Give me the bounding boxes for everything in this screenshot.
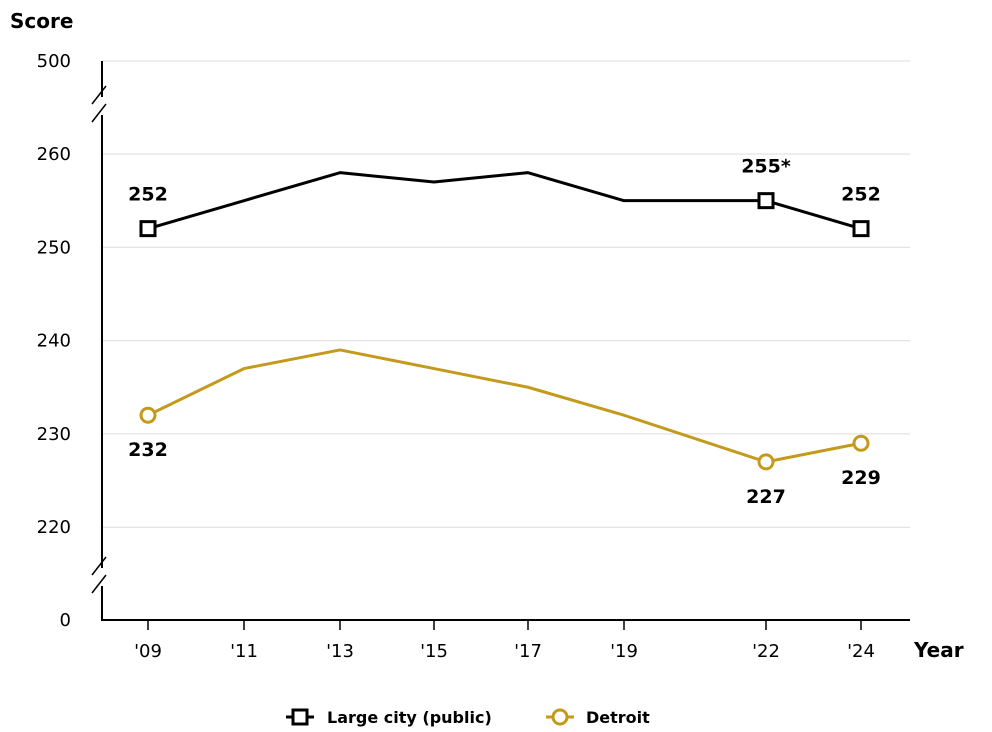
data-label: 229 [841,467,881,489]
x-tick-label: '22 [752,641,780,662]
x-tick-label: '13 [326,641,354,662]
legend-circle-icon [551,708,569,726]
y-axis-title: Score [10,9,73,33]
y-tick-label: 240 [37,331,71,352]
x-tick-label: '17 [514,641,542,662]
axis-break-mark [91,103,107,123]
gridlines [102,60,910,528]
data-label: 255* [741,156,791,178]
y-tick-label: 220 [37,517,71,538]
data-label: 252 [128,184,168,206]
legend-label: Large city (public) [327,708,492,727]
data-label: 227 [746,486,786,508]
data-point-circle [757,453,775,471]
x-tick-label: '11 [230,641,258,662]
axis-break-mark [91,85,107,105]
data-labels: 252 255* 252 232 227 229 [128,156,881,508]
y-tick-label: 250 [37,237,71,258]
x-tick-labels: '09 '11 '13 '15 '17 '19 '22 '24 [134,641,875,662]
y-tick-label: 0 [60,610,71,631]
data-point-circle [852,434,870,452]
legend-square-icon [291,708,309,726]
legend-label: Detroit [586,708,650,727]
series-line-large-city [147,171,862,231]
data-point-square [757,192,775,210]
x-axis-title: Year [913,638,964,662]
axis-break-mark [91,574,107,594]
y-tick-label: 500 [37,51,71,72]
x-tick-label: '24 [847,641,875,662]
y-tick-label: 230 [37,424,71,445]
data-label: 252 [841,184,881,206]
series-line-detroit [147,348,862,464]
x-tick-label: '15 [420,641,448,662]
series-group [139,171,870,471]
y-tick-labels: 0 220 230 240 250 260 500 [37,51,71,631]
data-point-square [852,220,870,238]
axes [91,61,910,630]
data-point-circle [139,406,157,424]
data-label: 232 [128,439,168,461]
legend: Large city (public) Detroit [286,708,650,727]
x-tick-label: '19 [610,641,638,662]
y-tick-label: 260 [37,144,71,165]
data-point-square [139,220,157,238]
x-tick-label: '09 [134,641,162,662]
axis-break-mark [91,556,107,576]
